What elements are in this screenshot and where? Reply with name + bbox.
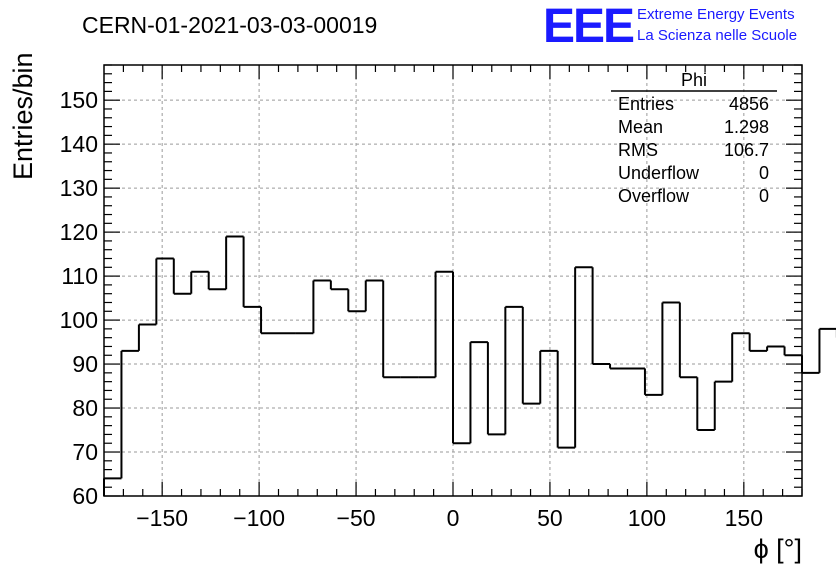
- logo-mark: EEE: [543, 0, 634, 53]
- x-tick-labels: −150 −100 −50 0 50 100 150: [136, 505, 763, 531]
- x-tick-label: −100: [233, 505, 285, 531]
- y-tick-label: 100: [60, 307, 98, 333]
- stats-label-mean: Mean: [618, 117, 663, 137]
- stats-value-entries: 4856: [729, 94, 769, 114]
- stats-value-mean: 1.298: [724, 117, 769, 137]
- logo: EEE Extreme Energy Events La Scienza nel…: [543, 0, 797, 53]
- stats-value-rms: 106.7: [724, 140, 769, 160]
- x-tick-label: −50: [337, 505, 376, 531]
- y-tick-label: 130: [60, 175, 98, 201]
- chart-title: CERN-01-2021-03-03-00019: [82, 12, 377, 38]
- stats-label-rms: RMS: [618, 140, 658, 160]
- stats-title: Phi: [681, 70, 707, 90]
- logo-line-2: La Scienza nelle Scuole: [637, 27, 797, 44]
- x-tick-label: 50: [537, 505, 563, 531]
- y-tick-label: 140: [60, 131, 98, 157]
- stats-label-underflow: Underflow: [618, 163, 700, 183]
- y-tick-label: 70: [72, 439, 98, 465]
- x-tick-label: −150: [136, 505, 188, 531]
- logo-line-1: Extreme Energy Events: [637, 6, 795, 23]
- axes: [103, 64, 803, 497]
- y-tick-label: 80: [72, 395, 98, 421]
- stats-label-entries: Entries: [618, 94, 674, 114]
- x-tick-label: 0: [447, 505, 460, 531]
- y-tick-label: 110: [61, 263, 98, 289]
- x-tick-label: 100: [628, 505, 666, 531]
- y-tick-labels: 60 70 80 90 100 110 120 130 140 150: [60, 87, 98, 509]
- stats-box: Phi Entries 4856 Mean 1.298 RMS 106.7 Un…: [611, 70, 777, 206]
- stats-value-overflow: 0: [759, 186, 769, 206]
- y-tick-label: 150: [60, 87, 98, 113]
- histogram-series: [103, 235, 836, 496]
- y-tick-label: 90: [72, 351, 98, 377]
- stats-label-overflow: Overflow: [618, 186, 690, 206]
- x-tick-label: 150: [725, 505, 763, 531]
- stats-value-underflow: 0: [759, 163, 769, 183]
- y-axis-title: Entries/bin: [8, 52, 38, 180]
- x-axis-title: ϕ [°]: [754, 534, 802, 564]
- y-tick-label: 120: [60, 219, 98, 245]
- y-tick-label: 60: [72, 483, 98, 509]
